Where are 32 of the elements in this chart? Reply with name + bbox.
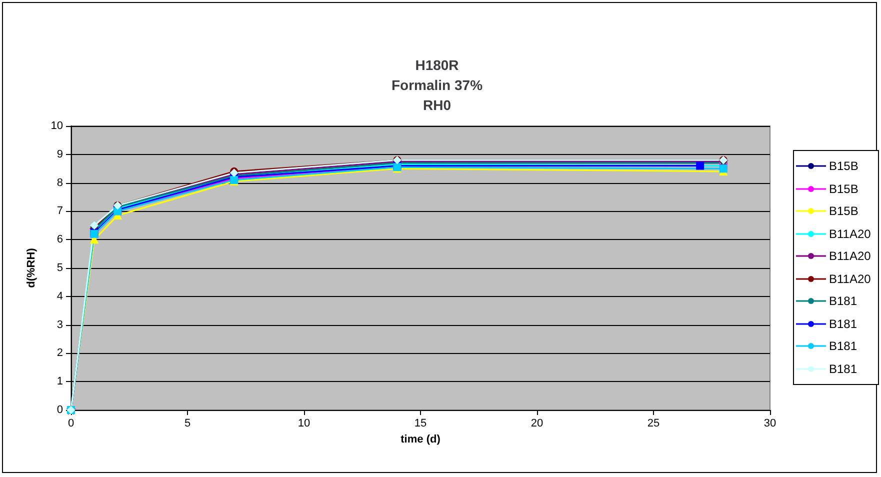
- y-tick-label: 10: [50, 120, 63, 132]
- x-tick-label: 0: [68, 418, 74, 430]
- legend-label: B11A20: [829, 226, 871, 241]
- y-tick-label: 9: [56, 148, 63, 160]
- legend-label: B181: [829, 294, 858, 308]
- y-tick-label: 7: [56, 205, 63, 218]
- legend-label: B15B: [829, 182, 858, 196]
- x-tick-label: 25: [647, 418, 660, 430]
- chart-title: H180R Formalin 37% RH0: [391, 57, 484, 113]
- legend-label: B15B: [829, 204, 858, 218]
- y-tick-label: 0: [56, 404, 63, 416]
- x-tick-label: 10: [298, 418, 310, 430]
- y-tick-label: 4: [56, 290, 63, 302]
- legend-label: B11A20: [829, 272, 871, 286]
- y-tick-label: 6: [56, 234, 63, 246]
- legend-label: B15B: [829, 159, 858, 174]
- x-tick-label: 15: [414, 418, 427, 430]
- y-tick-label: 3: [56, 318, 63, 331]
- point: [696, 162, 704, 170]
- legend-label: B11A20: [829, 249, 871, 264]
- legend-label: B181: [829, 339, 858, 354]
- y-axis-title: d(%RH): [26, 248, 38, 288]
- x-tick-label: 30: [764, 418, 776, 430]
- y-tick-label: 8: [56, 176, 63, 189]
- x-tick-label: 5: [184, 418, 191, 430]
- legend-label: B181: [829, 316, 858, 331]
- y-tick-label: 5: [56, 262, 63, 274]
- y-tick-label: 2: [56, 347, 63, 360]
- y-tick-label: 1: [56, 376, 63, 388]
- x-axis-title: time (d): [400, 433, 441, 446]
- legend-label: B181: [829, 362, 858, 376]
- x-tick-label: 20: [530, 418, 544, 430]
